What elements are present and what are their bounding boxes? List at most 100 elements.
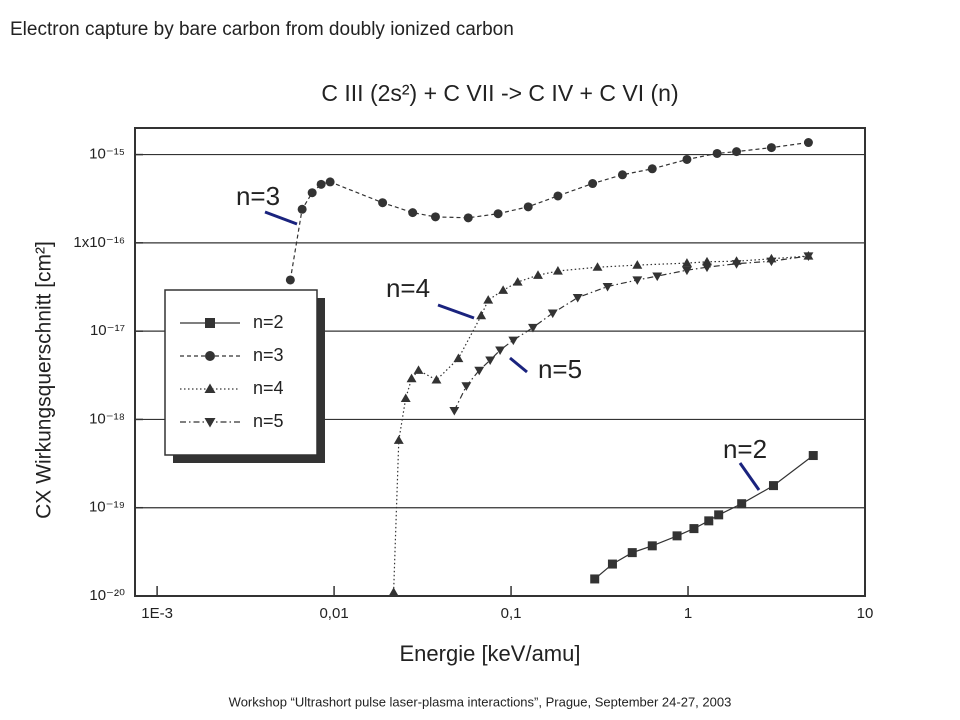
x-axis-label: Energie [keV/amu] <box>400 641 581 666</box>
marker <box>681 266 692 276</box>
marker <box>449 406 460 416</box>
marker <box>588 179 598 189</box>
marker <box>512 277 523 286</box>
legend-marker <box>204 383 216 393</box>
marker <box>737 499 747 509</box>
series-line <box>393 255 809 593</box>
marker <box>307 188 317 198</box>
marker <box>647 541 657 551</box>
marker <box>485 356 496 366</box>
marker <box>808 451 818 461</box>
marker <box>285 275 295 285</box>
x-tick-label: 1E-3 <box>141 605 173 622</box>
marker <box>590 574 600 584</box>
marker <box>406 373 417 383</box>
y-tick-label: 10⁻²⁰ <box>89 587 125 604</box>
marker <box>533 270 543 279</box>
marker <box>652 272 663 282</box>
legend-box <box>164 289 318 456</box>
marker <box>572 293 583 303</box>
marker <box>803 252 814 261</box>
annotation-leader <box>264 210 298 226</box>
marker <box>474 366 485 376</box>
annotation-leader <box>738 462 761 491</box>
marker <box>803 138 813 148</box>
marker <box>325 177 335 187</box>
legend-label: n=4 <box>253 378 284 398</box>
marker <box>647 164 657 174</box>
x-tick-label: 0,01 <box>319 605 348 622</box>
legend-label: n=3 <box>253 345 284 365</box>
marker <box>400 393 411 403</box>
x-tick-label: 0,1 <box>501 605 522 622</box>
marker <box>766 257 777 267</box>
marker <box>682 154 692 164</box>
marker <box>552 266 563 275</box>
legend-label: n=5 <box>253 411 284 431</box>
marker <box>408 208 418 218</box>
slide-title: Electron capture by bare carbon from dou… <box>10 19 514 40</box>
marker <box>672 531 682 541</box>
marker <box>388 587 399 596</box>
marker <box>476 310 487 320</box>
legend-marker <box>205 351 215 361</box>
y-tick-label: 1x10⁻¹⁶ <box>73 234 125 251</box>
marker <box>712 148 722 158</box>
annotation-leader <box>509 356 528 374</box>
marker <box>453 353 464 363</box>
marker <box>461 382 472 391</box>
marker <box>508 336 519 346</box>
marker <box>689 524 699 534</box>
y-tick-label: 10⁻¹⁷ <box>90 322 125 339</box>
marker <box>493 209 503 219</box>
marker <box>704 516 714 526</box>
marker <box>430 212 440 222</box>
x-tick-label: 10 <box>857 605 874 622</box>
marker <box>617 170 627 180</box>
annotation: n=3 <box>236 181 280 211</box>
y-tick-label: 10⁻¹⁵ <box>89 146 125 163</box>
marker <box>431 375 442 384</box>
marker <box>702 263 712 273</box>
marker <box>316 179 326 189</box>
legend-marker <box>204 418 216 428</box>
marker <box>413 365 424 374</box>
marker <box>768 481 778 491</box>
marker <box>528 323 538 333</box>
series-line <box>289 141 809 281</box>
marker <box>702 256 712 266</box>
marker <box>607 559 617 569</box>
series-line <box>594 455 814 580</box>
marker <box>731 260 742 269</box>
marker <box>297 204 307 214</box>
series-line <box>453 255 809 411</box>
annotation: n=2 <box>723 434 767 464</box>
chart-title: C III (2s²) + C VII -> C IV + C VI (n) <box>321 80 678 106</box>
annotation-leader <box>437 303 475 320</box>
legend-marker <box>205 318 215 328</box>
marker <box>495 346 506 356</box>
marker <box>378 198 388 208</box>
marker <box>714 510 724 520</box>
marker <box>498 285 509 294</box>
marker <box>463 213 473 223</box>
marker <box>602 282 613 292</box>
annotation: n=5 <box>538 354 582 384</box>
y-tick-label: 10⁻¹⁹ <box>89 499 125 516</box>
slide-footer: Workshop “Ultrashort pulse laser-plasma … <box>229 694 732 709</box>
x-tick-label: 1 <box>684 605 692 622</box>
y-tick-label: 10⁻¹⁸ <box>89 410 125 427</box>
marker <box>393 435 404 444</box>
legend-label: n=2 <box>253 312 284 332</box>
marker <box>483 295 494 304</box>
marker <box>627 548 637 558</box>
marker <box>553 191 563 201</box>
marker <box>732 147 742 157</box>
marker <box>766 143 776 153</box>
marker <box>547 309 558 319</box>
marker <box>632 276 643 285</box>
marker <box>632 260 643 269</box>
marker <box>592 262 603 271</box>
marker <box>681 258 692 267</box>
